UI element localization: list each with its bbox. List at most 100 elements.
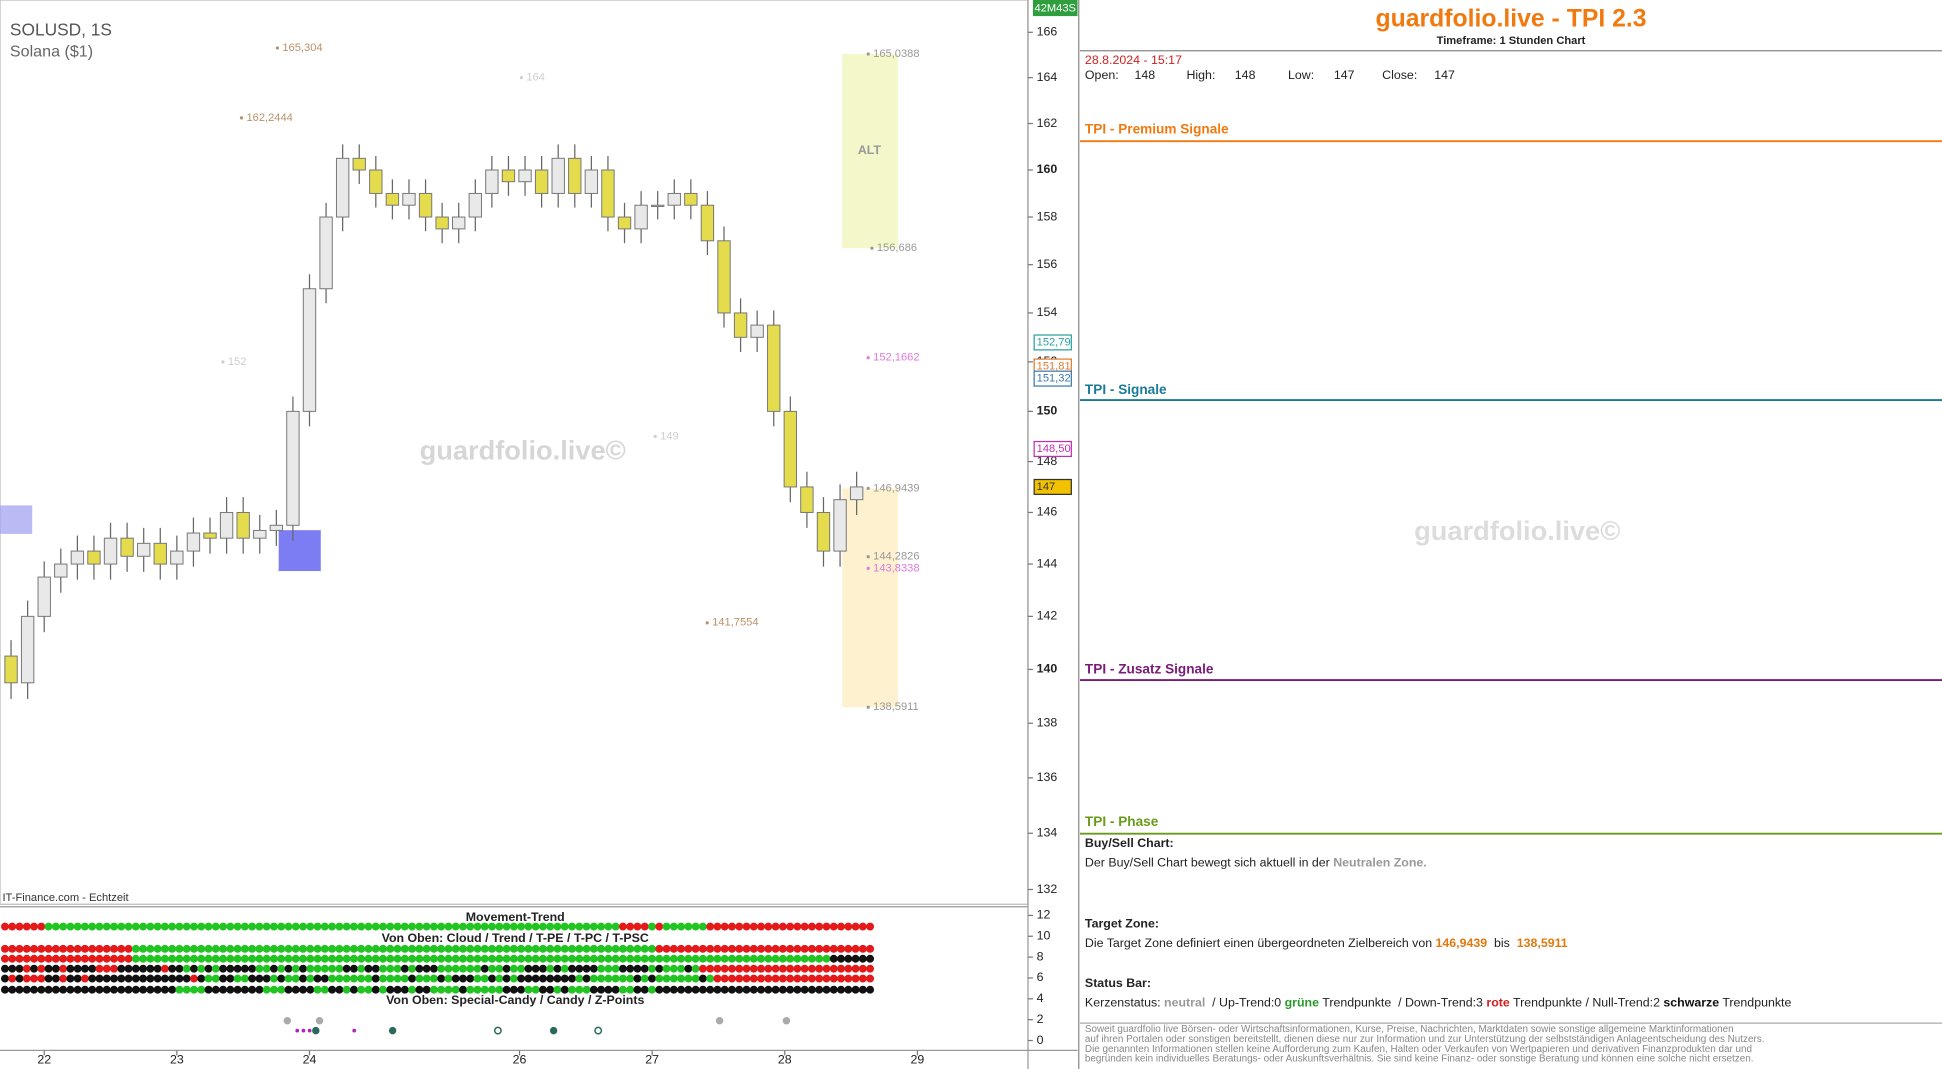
trend-dot: [88, 922, 97, 931]
trend-dot: [73, 974, 82, 983]
trend-dot: [30, 985, 38, 994]
trend-dot: [277, 944, 286, 953]
trend-dot: [422, 944, 431, 953]
trend-dot: [335, 954, 344, 963]
trend-dot: [146, 974, 155, 983]
trend-dot: [342, 985, 351, 994]
trend-dot: [88, 954, 97, 963]
trend-dot: [669, 944, 678, 953]
trend-dot: [182, 964, 191, 973]
y-tick-label: 140: [1037, 662, 1058, 676]
indicator-tick-label: 0: [1037, 1033, 1044, 1047]
trend-dot: [538, 944, 547, 953]
trend-dot: [66, 954, 75, 963]
trend-dot: [509, 922, 518, 931]
trend-dot: [597, 922, 606, 931]
trend-dot: [233, 985, 242, 994]
candle-body: [568, 157, 582, 194]
trend-dot: [160, 922, 169, 931]
trend-dot: [560, 964, 569, 973]
trend-dot: [706, 922, 715, 931]
trend-dot: [80, 964, 89, 973]
candle-body: [468, 192, 482, 218]
trend-dot: [531, 922, 540, 931]
candle-body: [37, 576, 51, 617]
trend-dot: [451, 974, 460, 983]
trend-dot: [837, 944, 845, 953]
trend-dot: [669, 974, 678, 983]
trend-dot: [102, 964, 111, 973]
level-label: 143,8338: [873, 562, 919, 574]
trend-dot: [415, 922, 424, 931]
trend-dot: [822, 985, 831, 994]
trend-dot: [240, 954, 249, 963]
trend-dot: [582, 964, 591, 973]
trend-dot: [851, 922, 860, 931]
trend-dot: [131, 954, 140, 963]
trend-dot: [204, 985, 213, 994]
trend-dot: [480, 974, 489, 983]
trend-dot: [546, 922, 555, 931]
symbol: SOLUSD, 1S: [10, 20, 112, 40]
zone-name: Neutralen Zone.: [1333, 856, 1427, 870]
trend-dot: [691, 964, 700, 973]
trend-dot: [30, 974, 38, 983]
trend-dot: [524, 985, 533, 994]
trend-dot: [131, 985, 140, 994]
trend-dot: [793, 944, 802, 953]
trend-dot: [662, 954, 671, 963]
trend-dot: [866, 985, 875, 994]
trend-dot: [357, 944, 366, 953]
trend-dot: [546, 974, 555, 983]
trend-dot: [0, 964, 9, 973]
trend-dot: [95, 954, 104, 963]
trend-dot: [771, 964, 780, 973]
trend-dot: [299, 944, 307, 953]
trend-dot: [778, 964, 787, 973]
trend-dot: [568, 944, 576, 953]
price-tag-label: 151,81: [1037, 360, 1071, 372]
price-pane: [0, 0, 1029, 905]
trend-dot: [568, 954, 576, 963]
trend-dot: [349, 964, 358, 973]
target-zone: [842, 488, 898, 708]
trend-dot: [393, 974, 402, 983]
trend-dot: [611, 964, 620, 973]
timer: 42M43S: [1035, 3, 1076, 15]
trend-dot: [175, 954, 184, 963]
trend-dot: [8, 922, 17, 931]
trend-dot: [626, 922, 635, 931]
text: Die Target Zone definiert einen übergeor…: [1085, 936, 1436, 950]
trend-dot: [219, 922, 228, 931]
trend-dot: [117, 964, 126, 973]
trend-dot: [720, 954, 729, 963]
level-label: 162,2444: [246, 112, 292, 124]
candle-body: [849, 486, 864, 501]
trend-dot: [364, 944, 373, 953]
trend-dot: [124, 954, 133, 963]
trend-dot: [698, 954, 707, 963]
trend-dot: [662, 974, 671, 983]
trend-dot: [211, 974, 220, 983]
trend-dot: [575, 922, 584, 931]
y-tick-label: 146: [1037, 505, 1058, 519]
trend-dot: [648, 974, 656, 983]
candle-body: [253, 529, 267, 539]
trend-dot: [698, 922, 707, 931]
trend-dot: [866, 974, 875, 983]
disclaimer: Soweit guardfolio live Börsen- oder Wirt…: [1085, 1024, 1734, 1035]
trend-dot: [764, 985, 773, 994]
trend-dot: [466, 944, 475, 953]
indicator-tick-label: 6: [1037, 970, 1044, 984]
trend-dot: [153, 954, 162, 963]
trend-dot: [764, 954, 773, 963]
trend-dot: [538, 954, 547, 963]
trend-dot: [357, 954, 366, 963]
watermark: guardfolio.live©: [1414, 515, 1620, 546]
trend-dot: [313, 985, 322, 994]
trend-dot: [495, 954, 504, 963]
candle-body: [684, 192, 698, 206]
trend-dot: [633, 944, 642, 953]
trend-dot: [284, 985, 293, 994]
trend-dot: [335, 922, 344, 931]
